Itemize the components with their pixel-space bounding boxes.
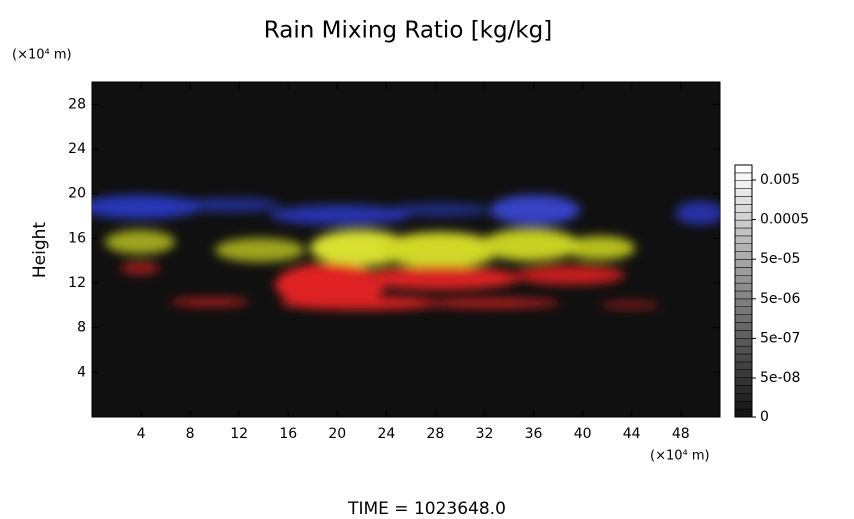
y-tick-label: 20 xyxy=(68,186,86,202)
colorbar-frame xyxy=(734,164,753,418)
colorbar-tick-label: 5e-08 xyxy=(760,370,800,386)
colorbar-step xyxy=(734,298,753,307)
colorbar-tick-label: 5e-05 xyxy=(760,251,800,267)
colorbar-tick-label: 0.0005 xyxy=(760,212,809,228)
colorbar-step xyxy=(734,290,753,300)
colorbar-tick-label: 5e-07 xyxy=(760,330,800,346)
colorbar-step xyxy=(734,227,753,237)
colorbar-tick-label: 5e-06 xyxy=(760,291,800,307)
colorbar-step xyxy=(734,164,753,174)
x-tick-label: 16 xyxy=(279,426,297,442)
x-tick-label: 48 xyxy=(672,426,690,442)
colorbar-step xyxy=(734,188,753,197)
colorbar-step xyxy=(734,393,753,402)
colorbar-step xyxy=(734,345,753,355)
colorbar-step xyxy=(734,235,753,244)
colorbar-step xyxy=(734,338,753,347)
x-tick-label: 44 xyxy=(623,426,641,442)
y-unit: (×10⁴ m) xyxy=(12,48,72,63)
colorbar-step xyxy=(734,353,753,363)
x-unit: (×10⁴ m) xyxy=(650,449,710,464)
colorbar-step xyxy=(734,196,753,205)
chart-title: Rain Mixing Ratio [kg/kg] xyxy=(264,18,552,44)
colorbar-step xyxy=(734,251,753,260)
colorbar-step xyxy=(734,219,753,229)
x-tick-label: 24 xyxy=(377,426,395,442)
volume-render xyxy=(92,195,720,310)
x-tick-label: 12 xyxy=(230,426,248,442)
colorbar-step xyxy=(734,401,753,410)
colorbar-step xyxy=(734,212,753,221)
colorbar-step xyxy=(734,369,753,378)
x-tick-label: 28 xyxy=(427,426,445,442)
x-tick-label: 32 xyxy=(476,426,494,442)
colorbar-step xyxy=(734,243,753,252)
colorbar-step xyxy=(734,314,753,323)
colorbar-step xyxy=(734,267,753,276)
y-tick-label: 8 xyxy=(77,320,86,336)
colorbar-step xyxy=(734,204,753,213)
footer-time: TIME = 1023648.0 xyxy=(347,499,506,519)
y-tick-label: 28 xyxy=(68,96,86,112)
colorbar-step xyxy=(734,408,753,418)
colorbar-step xyxy=(734,275,753,284)
colorbar-tick-label: 0.005 xyxy=(760,172,800,188)
colorbar-step xyxy=(734,385,753,394)
colorbar-step xyxy=(734,377,753,386)
y-tick-label: 12 xyxy=(68,275,86,291)
y-tick-label: 16 xyxy=(68,230,86,246)
x-tick-label: 36 xyxy=(525,426,543,442)
colorbar-step xyxy=(734,172,753,181)
colorbar-step xyxy=(734,330,753,339)
x-tick-label: 40 xyxy=(574,426,592,442)
colorbar-step xyxy=(734,282,753,292)
colorbar: 0 5e-08 5e-07 5e-06 5e-05 0.0005 0.005 xyxy=(734,164,809,425)
y-tick-label: 24 xyxy=(68,141,86,157)
y-axis-label: Height xyxy=(30,222,50,279)
colorbar-step xyxy=(734,259,753,268)
colorbar-step xyxy=(734,306,753,315)
colorbar-step xyxy=(734,361,753,370)
x-tick-label: 20 xyxy=(328,426,346,442)
x-tick-label: 8 xyxy=(186,426,195,442)
y-tick-label: 4 xyxy=(77,364,86,380)
colorbar-step xyxy=(734,322,753,331)
colorbar-tick-label: 0 xyxy=(760,409,769,425)
x-tick-label: 4 xyxy=(137,426,146,442)
colorbar-step xyxy=(734,180,753,189)
